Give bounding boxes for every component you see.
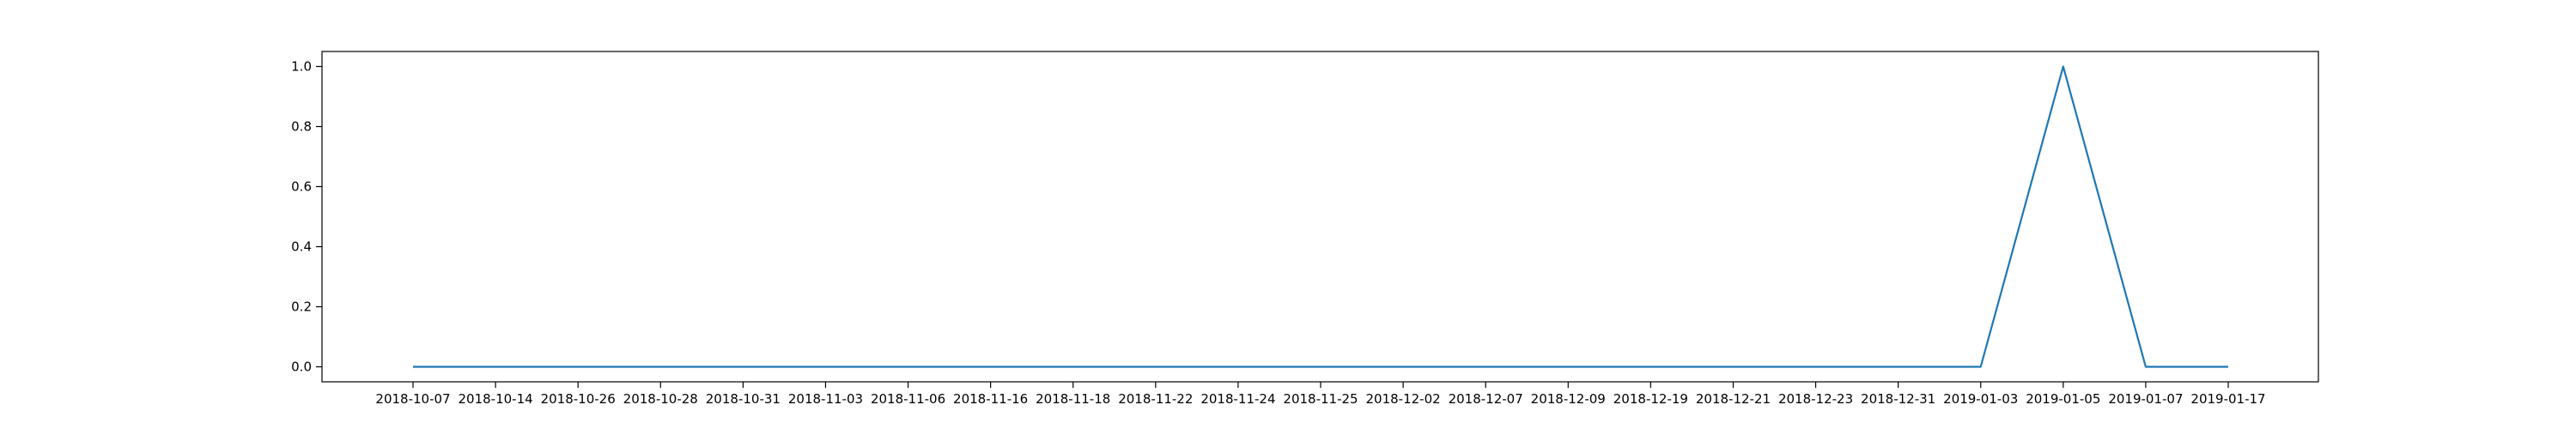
x-tick-label: 2018-10-07 — [375, 391, 450, 407]
x-tick-label: 2018-12-09 — [1531, 391, 1606, 407]
x-tick-label: 2018-10-28 — [623, 391, 698, 407]
y-tick-label: 1.0 — [291, 59, 312, 75]
x-tick-label: 2018-11-03 — [788, 391, 863, 407]
x-tick-label: 2018-11-06 — [871, 391, 945, 407]
x-tick-label: 2018-11-16 — [953, 391, 1028, 407]
series-line — [413, 65, 2228, 368]
y-tick-label: 0.8 — [291, 119, 312, 135]
series-layer — [413, 65, 2228, 368]
x-axis: 2018-10-07 2018-10-14 2018-10-26 2018-10-28… — [375, 382, 2266, 407]
x-tick-label: 2019-01-17 — [2190, 391, 2265, 407]
y-tick-label: 0.2 — [291, 299, 312, 315]
x-tick-label: 2018-11-24 — [1200, 391, 1275, 407]
x-tick-label: 2018-12-23 — [1778, 391, 1853, 407]
x-tick-label: 2019-01-07 — [2108, 391, 2183, 407]
x-tick-label: 2018-11-18 — [1036, 391, 1110, 407]
x-tick-label: 2019-01-05 — [2026, 391, 2100, 407]
x-tick-label: 2018-12-21 — [1696, 391, 1771, 407]
x-tick-label: 2018-12-07 — [1449, 391, 1523, 407]
plot-frame — [321, 51, 2319, 383]
x-tick-label: 2018-11-25 — [1283, 391, 1358, 407]
x-tick-label: 2018-12-19 — [1613, 391, 1688, 407]
x-tick-label: 2019-01-03 — [1943, 391, 2018, 407]
y-tick-label: 0.0 — [291, 360, 312, 375]
y-tick-label: 0.6 — [291, 179, 312, 195]
x-tick-label: 2018-11-22 — [1118, 391, 1193, 407]
y-axis: 0.0 0.2 0.4 0.6 0.8 1.0 — [291, 59, 322, 375]
x-tick-label: 2018-12-02 — [1365, 391, 1440, 407]
x-tick-label: 2018-10-31 — [706, 391, 781, 407]
x-tick-label: 2018-10-14 — [458, 391, 532, 407]
y-tick-label: 0.4 — [291, 239, 312, 255]
x-tick-label: 2018-12-31 — [1861, 391, 1935, 407]
x-tick-label: 2018-10-26 — [541, 391, 616, 407]
